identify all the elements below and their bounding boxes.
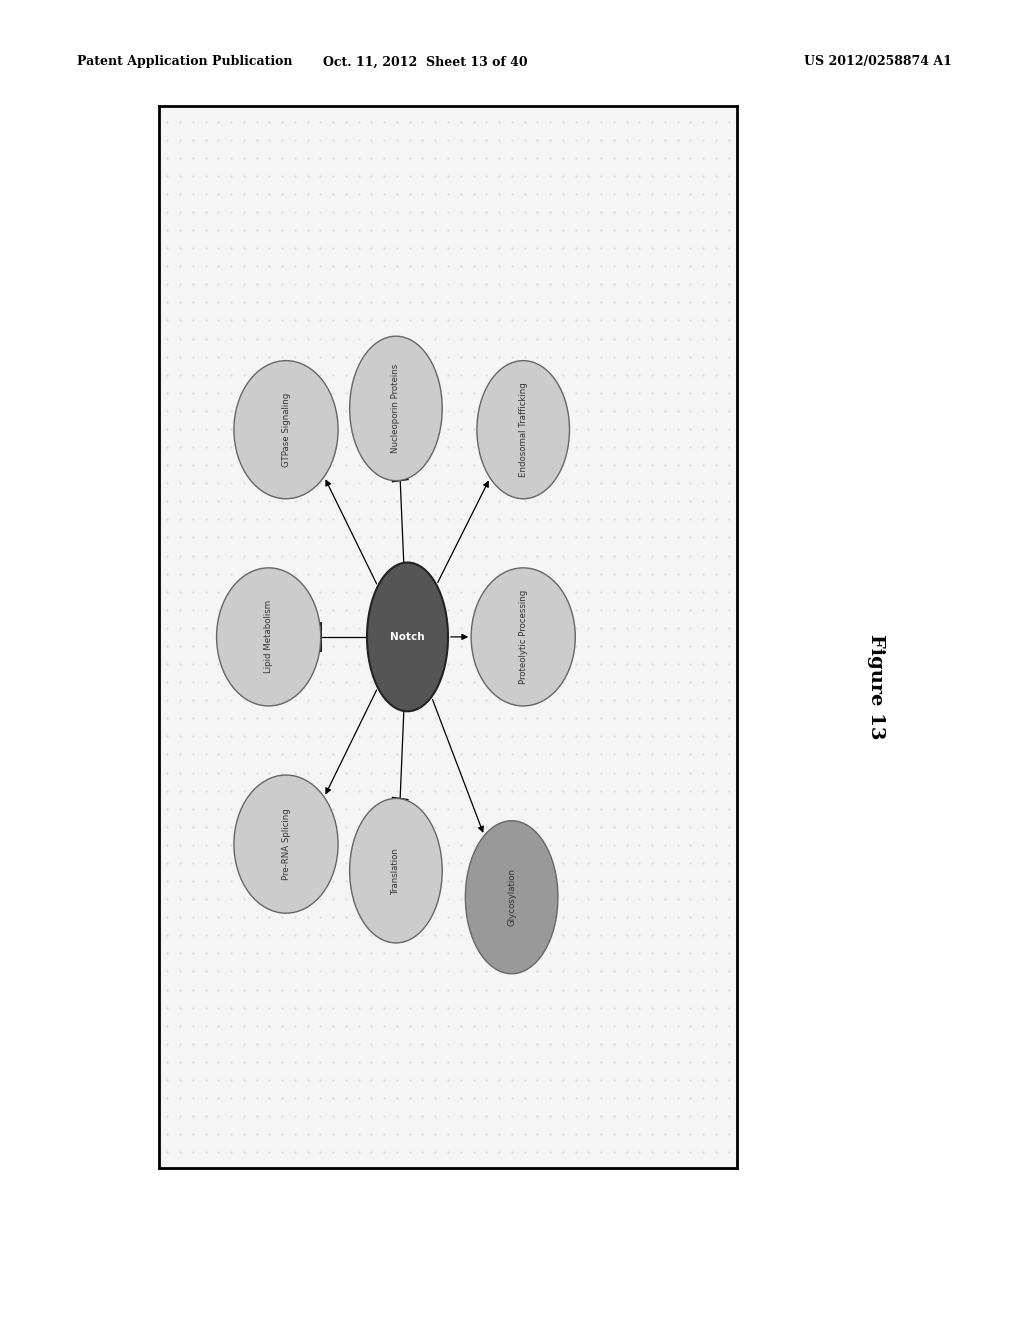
Ellipse shape	[216, 568, 321, 706]
Text: Glycosylation: Glycosylation	[507, 869, 516, 927]
Ellipse shape	[349, 337, 442, 480]
Text: Nucleoporin Proteins: Nucleoporin Proteins	[391, 364, 400, 453]
Text: Oct. 11, 2012  Sheet 13 of 40: Oct. 11, 2012 Sheet 13 of 40	[323, 55, 527, 69]
Ellipse shape	[233, 360, 338, 499]
Text: Endosomal Trafficking: Endosomal Trafficking	[519, 383, 527, 477]
Ellipse shape	[349, 799, 442, 942]
Text: Lipid Metabolism: Lipid Metabolism	[264, 601, 273, 673]
Text: Figure 13: Figure 13	[866, 634, 885, 739]
Text: Notch: Notch	[390, 632, 425, 642]
Ellipse shape	[471, 568, 575, 706]
Text: Patent Application Publication: Patent Application Publication	[77, 55, 292, 69]
Ellipse shape	[477, 360, 569, 499]
Ellipse shape	[367, 562, 449, 711]
Text: Pre-RNA Splicing: Pre-RNA Splicing	[282, 808, 291, 880]
Ellipse shape	[465, 821, 558, 974]
Text: GTPase Signaling: GTPase Signaling	[282, 392, 291, 467]
Text: US 2012/0258874 A1: US 2012/0258874 A1	[805, 55, 952, 69]
Text: Proteolytic Processing: Proteolytic Processing	[519, 590, 527, 684]
Text: Translation: Translation	[391, 847, 400, 894]
Ellipse shape	[233, 775, 338, 913]
